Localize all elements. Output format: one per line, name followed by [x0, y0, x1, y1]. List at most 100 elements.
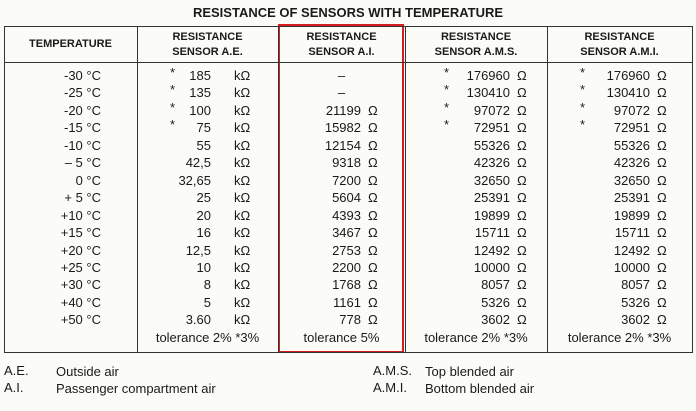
temperature: +20 °C [60, 242, 101, 258]
cell-unit: Ω [517, 294, 527, 310]
cell-value: 32650 [473, 172, 510, 188]
cell-unit: kΩ [234, 137, 251, 153]
tolerance: tolerance 2% *3% [155, 330, 260, 345]
cell-unit: Ω [657, 259, 667, 275]
temperature: -20 °C [64, 102, 101, 118]
cell-value: 176960 [606, 68, 650, 83]
cell-value: 3602 [481, 312, 510, 328]
cell-value: 2200 [332, 259, 361, 275]
column-border [137, 26, 138, 352]
column-header: SENSOR A.E. [172, 46, 243, 58]
cell-value: 72951 [473, 120, 510, 136]
cell-unit: kΩ [234, 225, 251, 241]
cell-unit: Ω [368, 294, 378, 310]
header-border [4, 62, 693, 63]
column-header: SENSOR A.M.S. [434, 46, 518, 58]
cell-unit: Ω [657, 85, 667, 101]
cell-value: 15982 [324, 120, 361, 136]
cell-unit: Ω [657, 312, 667, 328]
column-header: RESISTANCE [172, 31, 243, 43]
temperature: +30 °C [60, 277, 101, 293]
cell-value: 12492 [613, 242, 650, 258]
cell-value: 3.60 [185, 312, 211, 328]
cell-value: 25391 [473, 190, 510, 206]
table-border [4, 352, 693, 353]
legend-text: Passenger compartment air [56, 381, 216, 396]
cell-unit: Ω [517, 207, 527, 223]
temperature: +50 °C [60, 312, 101, 328]
legend-abbr: A.M.S. [373, 363, 413, 378]
cell-value: 135 [189, 85, 211, 101]
cell-value: 8 [203, 277, 211, 293]
cell-value: 75 [196, 120, 211, 136]
cell-unit: kΩ [234, 207, 251, 223]
footnote-mark: * [170, 82, 176, 98]
legend-abbr: A.I. [4, 380, 24, 395]
legend-text: Outside air [56, 364, 119, 379]
cell-unit: Ω [517, 68, 527, 83]
footnote-mark: * [170, 99, 176, 115]
column-header: RESISTANCE [584, 31, 655, 43]
cell-unit: kΩ [234, 312, 251, 328]
column-border [547, 26, 548, 352]
cell-unit: Ω [657, 102, 667, 118]
cell-value: 21199 [325, 102, 361, 118]
footnote-mark: * [580, 82, 586, 98]
cell-unit: kΩ [234, 155, 251, 171]
tolerance: tolerance 2% *3% [567, 330, 672, 345]
cell-unit: Ω [517, 155, 527, 171]
cell-value: 55326 [473, 137, 510, 153]
column-header: SENSOR A.I. [308, 46, 375, 58]
footnote-mark: * [444, 65, 450, 80]
cell-value: 176960 [466, 68, 510, 83]
footnote-mark: * [170, 117, 176, 133]
temperature: +15 °C [60, 225, 101, 241]
cell-value: 19899 [613, 207, 650, 223]
column-border [278, 26, 279, 352]
cell-unit: Ω [368, 137, 378, 153]
cell-value: 8057 [481, 277, 510, 293]
cell-value: 12,5 [185, 242, 211, 258]
column-header: RESISTANCE [306, 31, 377, 43]
temperature: -10 °C [64, 137, 101, 153]
cell-unit: Ω [517, 137, 527, 153]
cell-unit: Ω [368, 207, 378, 223]
column-border [405, 26, 406, 352]
cell-value: 3467 [332, 225, 361, 241]
column-border [692, 26, 693, 352]
cell-unit: Ω [657, 225, 667, 241]
temperature: 0 °C [75, 172, 101, 188]
temperature: + 5 °C [64, 190, 101, 206]
cell-unit: Ω [368, 225, 378, 241]
column-header: TEMPERATURE [29, 38, 112, 50]
cell-value: 5326 [481, 294, 510, 310]
title: RESISTANCE OF SENSORS WITH TEMPERATURE [192, 5, 504, 20]
cell-value: 42,5 [185, 155, 211, 171]
temperature: -30 °C [64, 68, 101, 83]
temperature: +25 °C [60, 259, 101, 275]
cell-unit: Ω [517, 242, 527, 258]
cell-unit: Ω [657, 172, 667, 188]
column-header: SENSOR A.M.I. [580, 46, 659, 58]
legend-abbr: A.M.I. [373, 380, 407, 395]
cell-value: 10000 [613, 259, 650, 275]
cell-unit: Ω [517, 85, 527, 101]
footnote-mark: * [580, 99, 586, 115]
cell-unit: Ω [517, 259, 527, 275]
cell-value: 4393 [332, 207, 361, 223]
temperature: +10 °C [60, 207, 101, 223]
cell-value: 32,65 [178, 172, 211, 188]
cell-unit: Ω [657, 242, 667, 258]
cell-unit: Ω [368, 155, 378, 171]
cell-value: – [337, 85, 346, 101]
cell-value: 1161 [333, 294, 361, 310]
footnote-mark: * [444, 99, 450, 115]
cell-value: 55326 [613, 137, 650, 153]
footnote-mark: * [444, 82, 450, 98]
tolerance: tolerance 5% [303, 330, 380, 345]
cell-value: 25391 [613, 190, 650, 206]
cell-unit: kΩ [234, 85, 251, 101]
cell-unit: Ω [657, 120, 667, 136]
cell-unit: Ω [368, 242, 378, 258]
